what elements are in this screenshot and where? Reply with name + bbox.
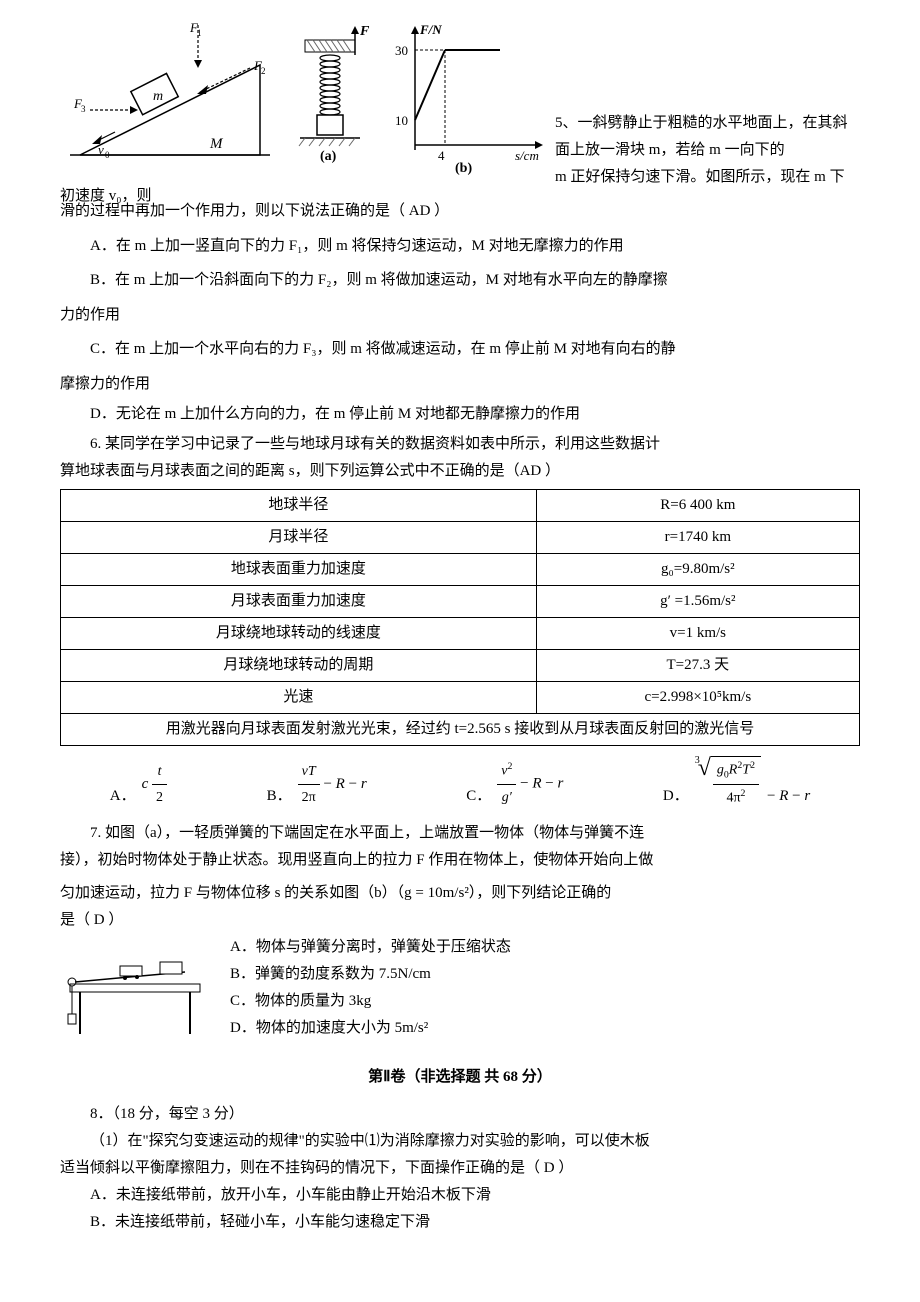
- q5-intro-a: 5、一斜劈静止于粗糙的水平地面上，在其斜面上放一滑块 m，若给 m 一向下的: [555, 110, 860, 164]
- formula-B: B． vT2π − R − r: [267, 759, 367, 810]
- q5-optB-cont: 力的作用: [60, 302, 860, 329]
- table-row: 用激光器向月球表面发射激光光束，经过约 t=2.565 s 接收到从月球表面反射…: [61, 713, 860, 745]
- q5-intro-b: m 正好保持匀速下滑。如图所示，现在 m 下: [555, 164, 860, 191]
- q8-p1b: 适当倾斜以平衡摩擦阻力，则在不挂钩码的情况下，下面操作正确的是（ D ）: [60, 1155, 860, 1182]
- diagram-row: m F 1 F 2 F 3 v 0 M: [60, 20, 860, 191]
- table-row: 月球绕地球转动的周期T=27.3 天: [61, 649, 860, 681]
- q7-optC: C．物体的质量为 3kg: [230, 988, 860, 1015]
- svg-text:2: 2: [261, 66, 266, 76]
- q7-apparatus-diagram: [60, 934, 210, 1044]
- svg-text:F: F: [359, 24, 370, 39]
- formula-C: C． v2g′ − R − r: [466, 758, 563, 810]
- q6-table: 地球半径R=6 400 km 月球半径r=1740 km 地球表面重力加速度g₀…: [60, 489, 860, 746]
- q7-stem3: 匀加速运动，拉力 F 与物体位移 s 的关系如图（b）（g = 10m/s²），…: [60, 880, 860, 907]
- svg-text:v: v: [98, 142, 104, 157]
- spring-diagram: F (a): [285, 20, 375, 175]
- svg-text:0: 0: [105, 150, 110, 160]
- formula-D: D． 3 √ g0R2T24π2 − R − r: [663, 756, 810, 811]
- q5-optC: C．在 m 上加一个水平向右的力 F₃，则 m 将做减速运动，在 m 停止前 M…: [60, 336, 860, 363]
- q6-stem2: 算地球表面与月球表面之间的距离 s，则下列运算公式中不正确的是（AD ）: [60, 458, 860, 485]
- formula-B-label: B．: [267, 783, 292, 810]
- q6-stem1: 6. 某同学在学习中记录了一些与地球月球有关的数据资料如表中所示，利用这些数据计: [60, 431, 860, 458]
- q5-side-text: 5、一斜劈静止于粗糙的水平地面上，在其斜面上放一滑块 m，若给 m 一向下的 m…: [555, 20, 860, 191]
- q8-optA: A．未连接纸带前，放开小车，小车能由静止开始沿木板下滑: [60, 1182, 860, 1209]
- svg-text:4: 4: [438, 148, 445, 163]
- q6-formulas: A． c t2 B． vT2π − R − r C． v2g′ − R − r …: [60, 756, 860, 811]
- svg-text:M: M: [209, 136, 224, 152]
- incline-diagram: m F 1 F 2 F 3 v 0 M: [60, 20, 280, 170]
- q7-stem1: 7. 如图（a），一轻质弹簧的下端固定在水平面上，上端放置一物体（物体与弹簧不连: [60, 820, 860, 847]
- section-2-title: 第Ⅱ卷（非选择题 共 68 分）: [60, 1064, 860, 1091]
- q8-header: 8．（18 分，每空 3 分）: [60, 1101, 860, 1128]
- table-row: 月球半径r=1740 km: [61, 521, 860, 553]
- q8-p1: （1）在"探究匀变速运动的规律"的实验中⑴为消除摩擦力对实验的影响，可以使木板: [60, 1128, 860, 1155]
- svg-text:(b): (b): [455, 161, 472, 175]
- q7-stem2: 接），初始时物体处于静止状态。现用竖直向上的拉力 F 作用在物体上，使物体开始向…: [60, 847, 860, 874]
- svg-text:3: 3: [81, 104, 86, 114]
- q8-optB: B．未连接纸带前，轻碰小车，小车能匀速稳定下滑: [60, 1209, 860, 1236]
- svg-text:s/cm: s/cm: [515, 148, 539, 163]
- formula-C-label: C．: [466, 783, 491, 810]
- table-row: 光速c=2.998×10⁵km/s: [61, 681, 860, 713]
- q7-optB: B．弹簧的劲度系数为 7.5N/cm: [230, 961, 860, 988]
- q5-line2b: 滑的过程中再加一个作用力，则以下说法正确的是（ AD ）: [60, 198, 860, 225]
- q7-stem4: 是（ D ）: [60, 907, 860, 934]
- formula-A: A． c t2: [110, 759, 167, 810]
- table-row: 月球绕地球转动的线速度v=1 km/s: [61, 617, 860, 649]
- q5-optD: D．无论在 m 上加什么方向的力，在 m 停止前 M 对地都无静摩擦力的作用: [60, 401, 860, 428]
- q7-optA: A．物体与弹簧分离时，弹簧处于压缩状态: [230, 934, 860, 961]
- table-row: 地球半径R=6 400 km: [61, 489, 860, 521]
- q5-optB: B．在 m 上加一个沿斜面向下的力 F₂，则 m 将做加速运动，M 对地有水平向…: [60, 267, 860, 294]
- q5-optA: A．在 m 上加一竖直向下的力 F₁，则 m 将保持匀速运动，M 对地无摩擦力的…: [60, 233, 860, 260]
- formula-D-label: D．: [663, 783, 689, 810]
- graph-diagram: F/N s/cm 10 30 4 (b): [380, 20, 550, 175]
- svg-text:(a): (a): [320, 149, 337, 164]
- table-row: 地球表面重力加速度g₀=9.80m/s²: [61, 553, 860, 585]
- svg-text:1: 1: [197, 28, 202, 38]
- svg-text:10: 10: [395, 113, 408, 128]
- table-row: 月球表面重力加速度g′ =1.56m/s²: [61, 585, 860, 617]
- q5-optC-cont: 摩擦力的作用: [60, 371, 860, 398]
- q7-optD: D．物体的加速度大小为 5m/s²: [230, 1015, 860, 1042]
- formula-A-label: A．: [110, 783, 136, 810]
- svg-text:30: 30: [395, 43, 408, 58]
- svg-text:F/N: F/N: [419, 22, 442, 37]
- svg-text:m: m: [153, 89, 163, 104]
